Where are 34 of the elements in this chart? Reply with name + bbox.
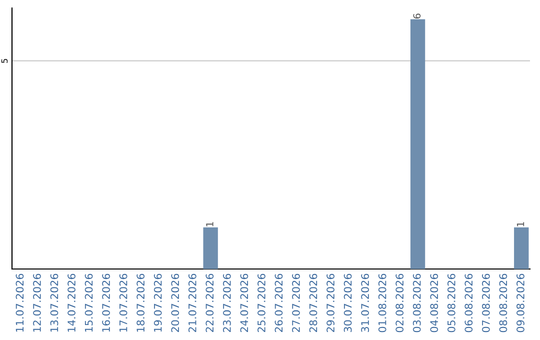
x-tick-label: 18.07.2026: [136, 274, 145, 332]
x-tick-label: 23.07.2026: [222, 274, 231, 332]
x-tick-label: 25.07.2026: [258, 274, 266, 332]
x-tick-label: 02.08.2026: [396, 274, 404, 332]
x-tick-label: 01.08.2026: [378, 274, 386, 332]
x-tick-label: 27.07.2026: [292, 274, 300, 332]
x-tick-label: 15.07.2026: [84, 274, 93, 332]
x-tick-label: 13.07.2026: [50, 274, 58, 332]
data-label: 6: [413, 14, 421, 19]
x-tick-label: 11.07.2026: [16, 274, 24, 332]
y-tick-label: 5: [1, 58, 8, 63]
x-tick-label: 29.07.2026: [326, 274, 334, 332]
x-tick-label: 09.08.2026: [516, 274, 524, 332]
x-tick-label: 14.07.2026: [68, 274, 76, 332]
x-tick-label: 07.08.2026: [482, 274, 490, 332]
x-tick-label: 24.07.2026: [240, 274, 248, 332]
x-tick-label: 31.07.2026: [361, 274, 369, 332]
x-tick-label: 19.07.2026: [154, 274, 162, 332]
x-tick-label: 05.08.2026: [447, 274, 456, 332]
x-tick-label: 04.08.2026: [430, 274, 438, 332]
x-tick-label: 06.08.2026: [464, 274, 473, 332]
data-label: 1: [206, 222, 214, 226]
x-tick-label: 03.08.2026: [412, 274, 421, 332]
x-tick-label: 21.07.2026: [188, 274, 196, 332]
x-tick-label: 20.07.2026: [171, 274, 180, 332]
x-tick-label: 12.07.2026: [33, 274, 41, 332]
x-tick-label: 30.07.2026: [344, 274, 352, 332]
x-tick-label: 22.07.2026: [206, 274, 214, 332]
x-tick-label: 17.07.2026: [119, 274, 128, 332]
x-tick-label: 08.08.2026: [499, 274, 508, 332]
x-tick-label: 26.07.2026: [274, 274, 283, 332]
data-label: 1: [516, 222, 524, 226]
x-tick-label: 28.07.2026: [309, 274, 318, 332]
x-tick-label: 16.07.2026: [102, 274, 110, 332]
